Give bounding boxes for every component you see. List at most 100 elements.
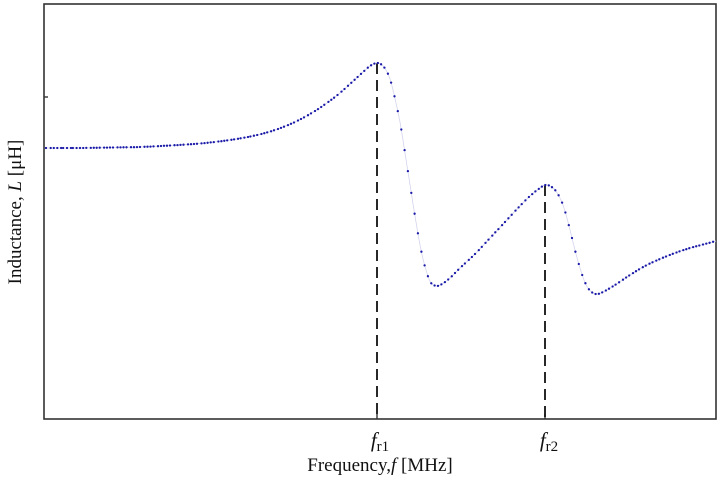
- data-point: [236, 137, 240, 140]
- data-point: [336, 93, 339, 97]
- data-point: [383, 66, 386, 69]
- data-point: [584, 282, 587, 285]
- data-point: [85, 146, 88, 150]
- data-point: [450, 275, 453, 278]
- data-point: [507, 217, 510, 220]
- data-point: [564, 211, 567, 214]
- data-point: [162, 144, 166, 147]
- data-point: [487, 238, 490, 241]
- data-point: [143, 145, 146, 148]
- data-point: [406, 169, 410, 173]
- data-point: [95, 146, 98, 149]
- data-point: [514, 209, 517, 212]
- data-point: [403, 148, 406, 152]
- data-point: [125, 146, 128, 149]
- data-point: [340, 90, 343, 93]
- data-point: [246, 135, 250, 139]
- data-point: [186, 143, 190, 146]
- data-point: [447, 278, 450, 281]
- data-point: [279, 126, 283, 130]
- data-point: [711, 240, 715, 243]
- data-point: [604, 289, 608, 292]
- data-point: [209, 141, 212, 144]
- data-point: [554, 189, 557, 192]
- data-point: [173, 144, 176, 147]
- data-point: [470, 255, 474, 259]
- data-point: [78, 146, 82, 150]
- data-point: [641, 266, 644, 269]
- data-point: [299, 117, 303, 121]
- data-point: [634, 270, 638, 273]
- data-point: [373, 62, 376, 65]
- data-point: [266, 131, 269, 134]
- data-point: [594, 292, 597, 296]
- data-point: [353, 78, 356, 81]
- data-point: [165, 144, 169, 147]
- data-point: [320, 105, 323, 109]
- resonance-markers: [376, 63, 546, 419]
- data-point: [655, 259, 658, 262]
- data-point: [574, 250, 577, 253]
- data-point: [366, 66, 369, 69]
- data-point: [89, 146, 92, 150]
- data-point: [116, 146, 119, 149]
- data-point: [413, 212, 416, 215]
- data-point: [550, 186, 554, 189]
- data-point: [176, 143, 179, 147]
- data-point: [269, 130, 273, 133]
- data-point: [232, 138, 236, 141]
- data-point: [631, 271, 635, 275]
- data-point: [557, 194, 560, 197]
- data-point: [220, 140, 223, 143]
- data-point: [223, 139, 226, 142]
- data-point: [212, 140, 215, 144]
- data-point: [691, 245, 695, 249]
- data-point: [239, 137, 242, 140]
- data-point: [249, 135, 252, 138]
- data-point: [71, 146, 75, 150]
- data-point: [272, 129, 276, 132]
- data-point: [49, 146, 52, 150]
- data-point: [192, 142, 196, 146]
- data-point: [152, 145, 155, 148]
- data-point: [111, 146, 115, 149]
- data-point: [256, 133, 259, 137]
- data-point: [343, 87, 346, 91]
- data-point: [577, 262, 580, 266]
- data-point: [491, 234, 494, 237]
- data-point: [200, 142, 203, 145]
- data-point: [260, 132, 263, 136]
- data-point: [457, 268, 460, 271]
- data-point: [426, 275, 430, 278]
- data-point: [302, 116, 306, 119]
- data-point: [286, 123, 290, 127]
- data-point: [453, 271, 457, 275]
- data-point: [540, 185, 544, 188]
- data-point: [400, 128, 403, 131]
- data-point: [581, 273, 584, 277]
- data-point: [531, 192, 534, 196]
- data-point: [122, 146, 125, 149]
- data-point: [359, 72, 363, 76]
- data-point: [379, 63, 383, 66]
- data-point: [410, 191, 413, 195]
- data-point: [59, 146, 63, 150]
- data-point: [75, 146, 78, 150]
- data-point: [363, 69, 366, 73]
- data-point: [330, 98, 333, 101]
- data-point: [282, 125, 286, 128]
- data-point: [601, 291, 604, 294]
- data-point: [484, 241, 487, 245]
- data-point: [517, 206, 520, 209]
- data-point: [376, 61, 380, 65]
- data-point: [149, 145, 152, 148]
- data-point: [393, 95, 396, 98]
- data-point: [309, 112, 313, 115]
- data-point: [332, 96, 336, 99]
- data-point: [500, 223, 504, 227]
- data-point: [675, 251, 678, 254]
- data-point: [430, 282, 433, 285]
- data-point: [698, 244, 701, 247]
- data-point: [658, 258, 661, 261]
